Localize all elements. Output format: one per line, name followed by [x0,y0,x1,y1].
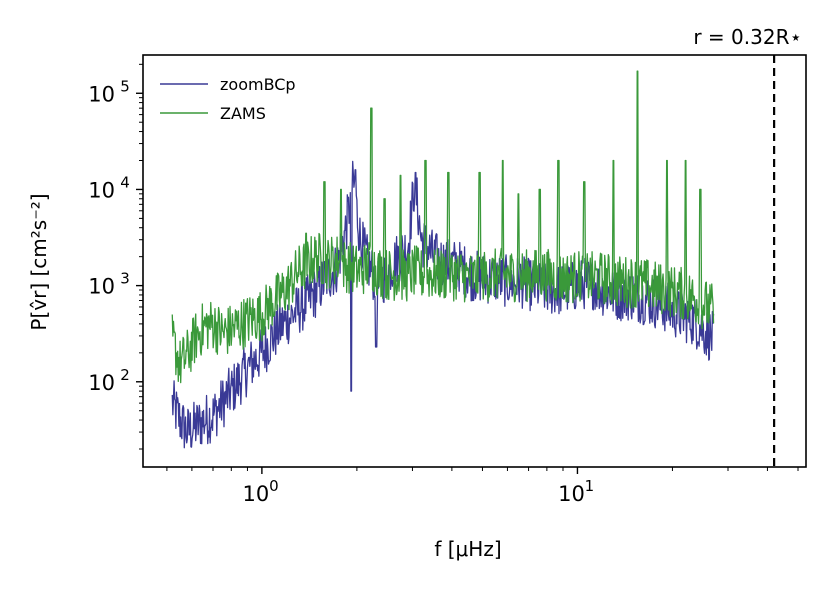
x-axis-label: f [μHz] [434,537,501,561]
x-tick-exponent: 0 [269,477,279,495]
y-axis-ticks: 10 2 10 3 10 4 10 5 [88,77,143,395]
y-tick-exponent: 3 [120,270,130,288]
series-line-ZAMS [171,70,715,384]
y-tick-label: 10 [88,275,115,299]
y-tick-exponent: 5 [120,77,130,95]
x-tick-label: 10 [558,482,585,506]
legend-label-ZAMS: ZAMS [220,104,266,123]
y-tick-exponent: 4 [120,173,130,191]
x-tick-label: 10 [243,482,270,506]
radius-annotation: r = 0.32R⋆ [693,25,802,49]
x-tick-exponent: 1 [585,477,595,495]
legend-label-zoomBCp: zoomBCp [220,75,296,94]
y-tick-label: 10 [88,178,115,202]
legend: zoomBCp ZAMS [160,75,296,123]
y-tick-label: 10 [88,82,115,106]
y-tick-label: 10 [88,371,115,395]
plot-frame [142,54,807,468]
x-axis-ticks: 10 0 10 1 [243,467,595,506]
y-axis-label: P[v̂r] [cm²s⁻²] [27,193,51,330]
series-group [171,70,715,449]
y-tick-exponent: 2 [120,366,130,384]
